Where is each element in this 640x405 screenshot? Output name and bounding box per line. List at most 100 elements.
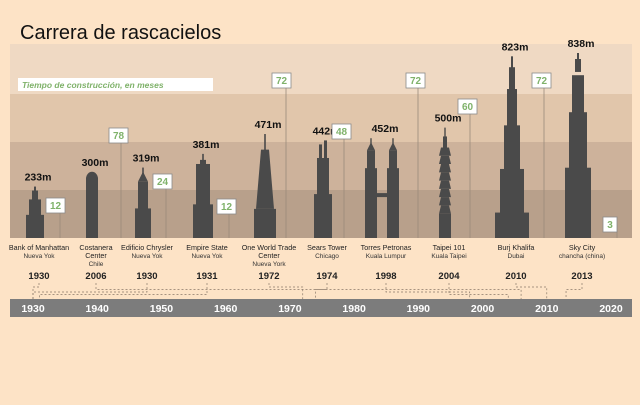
chart-title: Carrera de rascacielos xyxy=(20,22,221,44)
timeline-tick-label: 2010 xyxy=(535,303,559,315)
tower-spire xyxy=(577,53,579,61)
building-name-label: Taipei 101 xyxy=(433,243,466,252)
building-year-label: 2013 xyxy=(571,271,592,282)
tower-block xyxy=(135,208,151,238)
tower-block xyxy=(200,159,206,169)
building-name-label: Sears Tower xyxy=(307,243,347,252)
taipei-segment xyxy=(439,205,451,214)
year-connector xyxy=(515,283,548,299)
building-year-label: 1931 xyxy=(196,271,218,282)
tower-block xyxy=(569,112,587,170)
building-location-label: Nueva Yok xyxy=(23,253,55,260)
tower-block xyxy=(507,89,517,128)
months-box xyxy=(405,72,426,89)
timeline-bar xyxy=(10,299,632,317)
tower-10 xyxy=(565,53,591,238)
year-connector xyxy=(95,283,522,299)
construction-months-label: 12 xyxy=(50,201,62,212)
tower-block xyxy=(254,208,276,238)
year-connector xyxy=(32,283,148,299)
tower-8 xyxy=(439,127,451,238)
building-location-label: Kuala Lumpur xyxy=(366,253,407,260)
building-height-label: 500m xyxy=(435,113,462,125)
building-year-label: 1974 xyxy=(316,271,338,282)
tower-block xyxy=(504,125,520,171)
tower-block xyxy=(86,177,98,238)
tower-spire xyxy=(370,138,372,145)
tower-spire xyxy=(202,153,204,162)
tower-block xyxy=(495,212,529,238)
tower-block xyxy=(509,67,515,91)
construction-months-label: 60 xyxy=(462,102,474,113)
tower-spire xyxy=(264,134,266,151)
tower-7 xyxy=(365,138,399,238)
tower-spire xyxy=(34,186,36,193)
building-height-label: 319m xyxy=(133,153,160,165)
tower-crown xyxy=(138,171,148,182)
building-name-label: Costanera xyxy=(79,243,112,252)
timeline-tick-label: 1990 xyxy=(407,303,431,315)
tower-block xyxy=(26,214,44,238)
building-name-label: Center xyxy=(85,251,107,260)
building-year-label: 1930 xyxy=(28,271,49,282)
building-height-label: 381m xyxy=(193,139,220,151)
year-connector xyxy=(39,283,208,299)
petronas-tower xyxy=(365,168,377,238)
building-name-label: Center xyxy=(258,251,280,260)
year-connector xyxy=(315,283,328,299)
construction-months-label: 24 xyxy=(157,177,169,188)
petronas-tower xyxy=(387,168,399,238)
timeline-tick-label: 1950 xyxy=(150,303,174,315)
tower-block xyxy=(500,168,524,215)
taipei-segment xyxy=(439,188,451,198)
petronas-tower xyxy=(389,150,397,171)
months-box xyxy=(216,198,237,215)
building-name-label: Empire State xyxy=(186,243,228,252)
building-height-label: 300m xyxy=(82,157,109,169)
tower-3 xyxy=(135,167,151,238)
tower-spire xyxy=(142,167,144,174)
building-name-label: Edificio Chrysler xyxy=(121,243,174,252)
building-year-label: 2004 xyxy=(438,271,460,282)
petronas-crown xyxy=(389,142,397,151)
tower-block xyxy=(314,194,332,238)
construction-months-label: 3 xyxy=(607,220,613,231)
construction-months-label: 48 xyxy=(336,127,348,138)
taipei-segment xyxy=(439,172,451,181)
tower-block xyxy=(572,75,584,115)
tower-spire xyxy=(511,56,513,70)
building-name-label: Bank of Manhattan xyxy=(9,243,69,252)
tower-1 xyxy=(26,186,44,238)
timeline-tick-label: 1940 xyxy=(86,303,110,315)
taipei-segment xyxy=(439,155,451,165)
building-location-label: Dubai xyxy=(508,253,525,260)
tower-spire xyxy=(392,138,394,145)
tower-crown xyxy=(86,171,98,186)
construction-months-label: 78 xyxy=(113,131,125,142)
months-box xyxy=(602,216,618,233)
timeline-tick-label: 1930 xyxy=(21,303,45,315)
construction-months-label: 72 xyxy=(276,76,288,87)
building-location-label: Nueva York xyxy=(252,261,286,268)
months-box xyxy=(152,173,173,190)
year-connector xyxy=(385,283,471,299)
tower-block xyxy=(32,190,38,204)
tower-antenna xyxy=(319,144,322,162)
legend-box xyxy=(18,78,213,91)
months-box xyxy=(271,72,292,89)
petronas-tower xyxy=(367,150,375,171)
tower-block xyxy=(439,213,451,238)
tower-block xyxy=(565,167,591,238)
tower-block xyxy=(575,59,581,72)
tower-body xyxy=(256,149,274,209)
building-height-label: 452m xyxy=(372,123,399,135)
tower-block xyxy=(29,199,41,216)
timeline-tick-label: 2020 xyxy=(599,303,623,315)
months-box xyxy=(331,123,352,140)
tower-2 xyxy=(86,171,98,238)
tower-antenna xyxy=(324,140,327,160)
taipei-segment xyxy=(439,164,451,173)
months-box xyxy=(108,127,129,144)
legend-label: Tiempo de construcción, en meses xyxy=(22,80,164,90)
